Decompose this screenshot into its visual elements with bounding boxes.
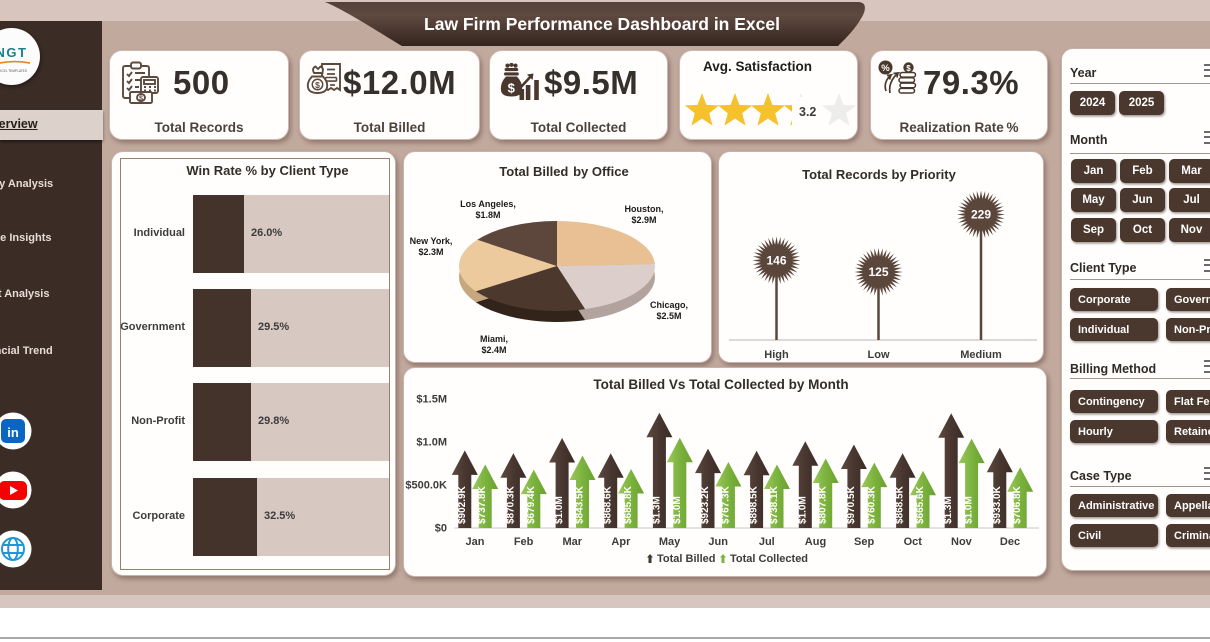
svg-text:Jun: Jun — [708, 536, 728, 548]
svg-text:Jul: Jul — [759, 536, 775, 548]
svg-text:$902.9K: $902.9K — [457, 485, 468, 524]
svg-text:Miami,: Miami, — [480, 334, 508, 344]
svg-text:Jan: Jan — [466, 536, 485, 548]
svg-text:Total Billed Vs Total Collecte: Total Billed Vs Total Collected by Month — [593, 377, 848, 392]
svg-text:$807.8K: $807.8K — [818, 485, 829, 524]
svg-text:Chicago,: Chicago, — [650, 300, 688, 310]
svg-text:$868.6K: $868.6K — [603, 485, 614, 524]
svg-text:in: in — [7, 425, 19, 440]
svg-text:$2.4M: $2.4M — [481, 345, 506, 355]
svg-text:Total Billed by Office: Total Billed by Office — [499, 164, 628, 179]
svg-text:EXCEL TEMPLATES: EXCEL TEMPLATES — [0, 69, 27, 73]
svg-text:May: May — [659, 536, 681, 548]
svg-text:$1.8M: $1.8M — [475, 210, 500, 220]
svg-text:$: $ — [906, 64, 911, 73]
svg-text:$679.4K: $679.4K — [526, 485, 537, 524]
svg-text:$: $ — [315, 80, 320, 90]
svg-text:$843.5K: $843.5K — [575, 485, 586, 524]
svg-text:Medium: Medium — [960, 349, 1002, 361]
svg-text:Sep: Sep — [854, 536, 874, 548]
svg-text:Los Angeles,: Los Angeles, — [460, 199, 516, 209]
svg-text:$1.0M: $1.0M — [672, 496, 683, 524]
svg-text:$868.5K: $868.5K — [895, 485, 906, 524]
svg-text:$923.2K: $923.2K — [700, 485, 711, 524]
svg-text:$2.3M: $2.3M — [418, 247, 443, 257]
svg-text:$1.3M: $1.3M — [651, 496, 662, 524]
svg-text:$933.0K: $933.0K — [992, 485, 1003, 524]
svg-text:Law Firm Performance Dashboard: Law Firm Performance Dashboard in Excel — [424, 14, 780, 34]
svg-text:Low: Low — [868, 349, 890, 361]
svg-text:Nov: Nov — [951, 536, 973, 548]
svg-text:$2.9M: $2.9M — [631, 215, 656, 225]
svg-text:$970.5K: $970.5K — [846, 485, 857, 524]
svg-text:$738.1K: $738.1K — [769, 485, 780, 524]
svg-text:229: 229 — [971, 208, 991, 222]
svg-text:125: 125 — [868, 265, 888, 279]
svg-text:New York,: New York, — [410, 236, 453, 246]
svg-text:$500.0K: $500.0K — [405, 480, 447, 492]
svg-text:3.2: 3.2 — [799, 105, 816, 119]
svg-text:$767.3K: $767.3K — [720, 485, 731, 524]
svg-text:High: High — [764, 349, 789, 361]
svg-text:$1.0M: $1.0M — [797, 496, 808, 524]
svg-text:Aug: Aug — [805, 536, 826, 548]
svg-text:Mar: Mar — [563, 536, 583, 548]
svg-text:$2.5M: $2.5M — [656, 311, 681, 321]
svg-text:$706.8K: $706.8K — [1012, 485, 1023, 524]
svg-text:$898.5K: $898.5K — [749, 485, 760, 524]
svg-text:Oct: Oct — [904, 536, 923, 548]
svg-text:$685.8K: $685.8K — [623, 485, 634, 524]
svg-text:Feb: Feb — [514, 536, 534, 548]
svg-text:$: $ — [508, 81, 516, 96]
svg-text:$665.6K: $665.6K — [915, 485, 926, 524]
svg-text:Total Billed: Total Billed — [657, 553, 715, 565]
svg-text:$1.0M: $1.0M — [554, 496, 565, 524]
svg-text:$1.0M: $1.0M — [964, 496, 975, 524]
svg-text:Total Collected: Total Collected — [730, 553, 808, 565]
svg-text:$0: $0 — [435, 523, 447, 535]
svg-text:$737.8K: $737.8K — [477, 485, 488, 524]
svg-text:$: $ — [139, 96, 143, 103]
svg-text:Total Records by Priority: Total Records by Priority — [802, 167, 956, 182]
svg-text:$1.3M: $1.3M — [943, 496, 954, 524]
svg-text:$870.3K: $870.3K — [505, 485, 516, 524]
svg-text:Apr: Apr — [611, 536, 631, 548]
svg-text:Dec: Dec — [1000, 536, 1020, 548]
svg-text:$1.0M: $1.0M — [416, 437, 447, 449]
svg-text:$760.3K: $760.3K — [866, 485, 877, 524]
svg-text:$1.5M: $1.5M — [416, 394, 447, 406]
svg-text:146: 146 — [766, 254, 786, 268]
svg-text:%: % — [881, 63, 890, 74]
svg-text:Houston,: Houston, — [625, 204, 664, 214]
